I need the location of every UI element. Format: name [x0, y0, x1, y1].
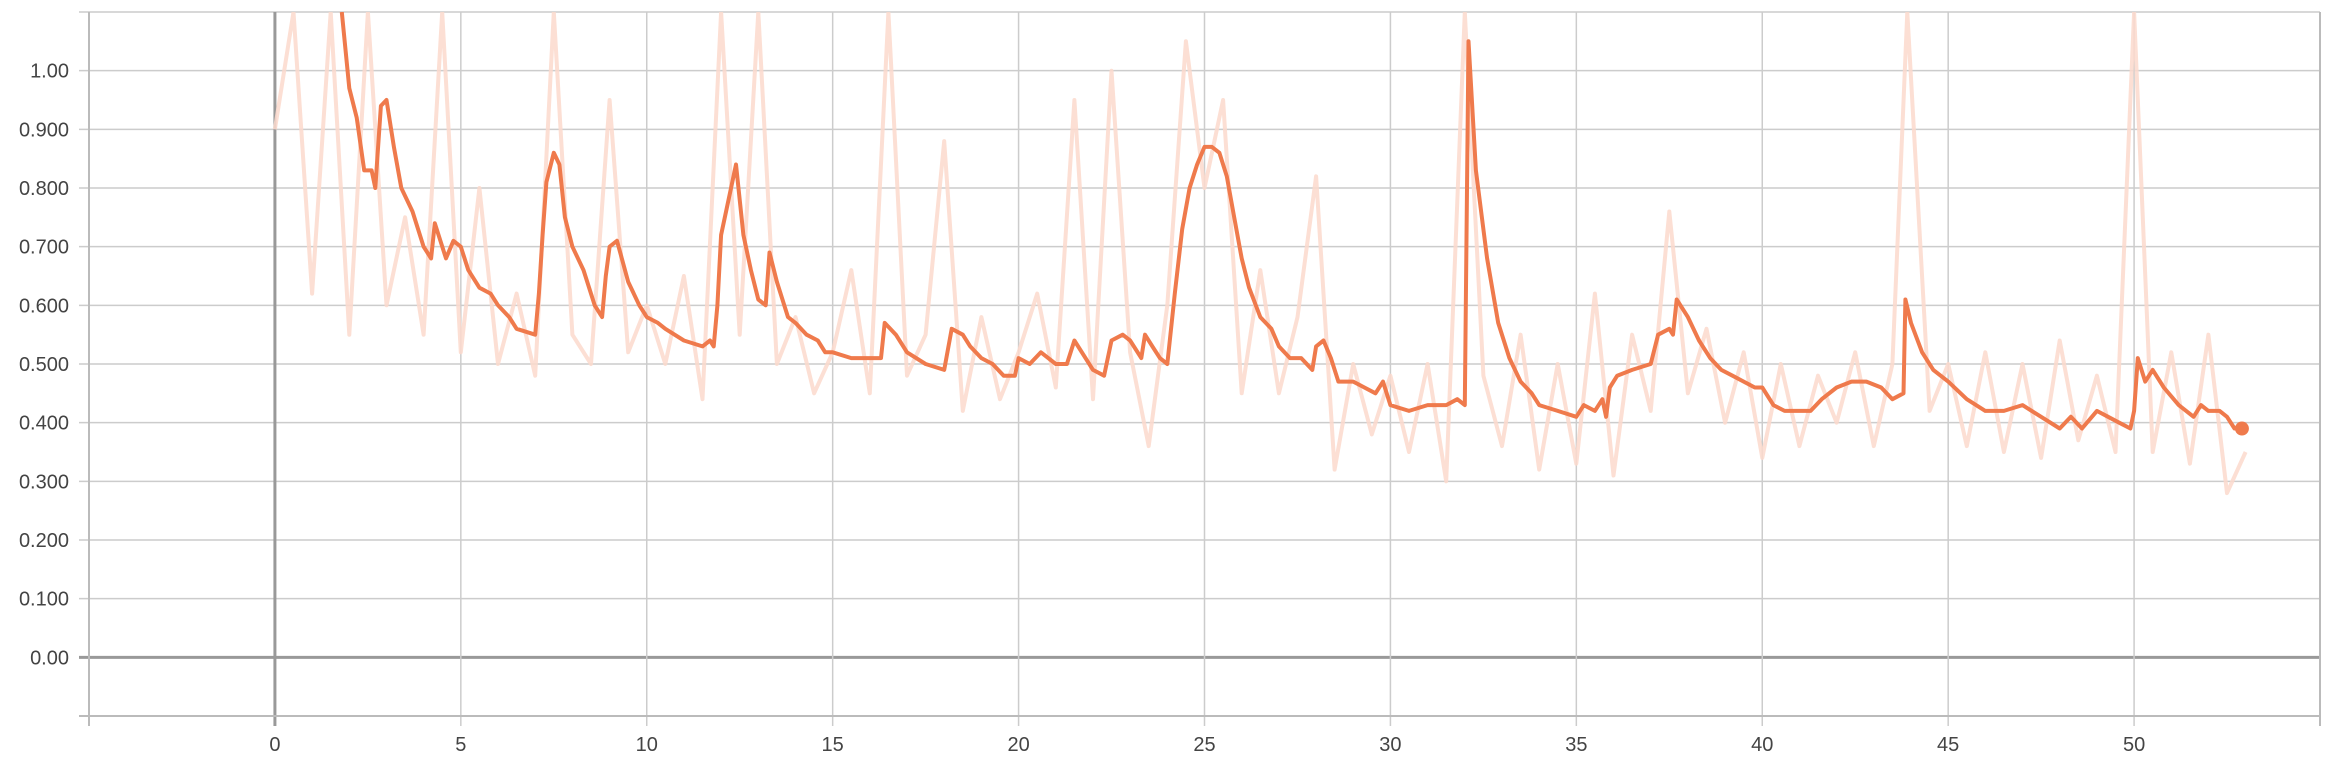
smoothed-series-line — [339, 12, 2242, 431]
y-tick-label: 0.200 — [19, 530, 69, 552]
y-tick-label: 0.400 — [19, 413, 69, 435]
raw-series-line — [272, 12, 2248, 496]
last-point-marker — [2234, 421, 2249, 436]
tick-labels: 0.00 0.100 0.200 0.300 0.400 0.500 0.600 0.700 0… — [19, 61, 2145, 756]
x-tick-label: 15 — [822, 734, 844, 756]
x-tick-label: 25 — [1193, 734, 1215, 756]
x-tick-label: 50 — [2123, 734, 2145, 756]
axes — [79, 12, 2321, 726]
y-tick-label: 0.100 — [19, 589, 69, 611]
y-tick-label: 1.00 — [30, 61, 69, 83]
x-tick-label: 35 — [1565, 734, 1587, 756]
y-tick-label: 0.500 — [19, 354, 69, 376]
x-tick-label: 20 — [1007, 734, 1029, 756]
x-tick-label: 30 — [1379, 734, 1401, 756]
y-tick-label: 0.800 — [19, 178, 69, 200]
y-tick-label: 0.700 — [19, 237, 69, 259]
y-tick-label: 0.600 — [19, 295, 69, 317]
y-tick-label: 0.00 — [30, 647, 69, 669]
x-tick-label: 40 — [1751, 734, 1773, 756]
y-tick-label: 0.300 — [19, 471, 69, 493]
x-tick-label: 45 — [1937, 734, 1959, 756]
x-tick-label: 10 — [636, 734, 658, 756]
x-tick-label: 0 — [269, 734, 280, 756]
x-tick-label: 5 — [455, 734, 466, 756]
plot-area — [272, 12, 2249, 496]
y-tick-label: 0.900 — [19, 119, 69, 141]
